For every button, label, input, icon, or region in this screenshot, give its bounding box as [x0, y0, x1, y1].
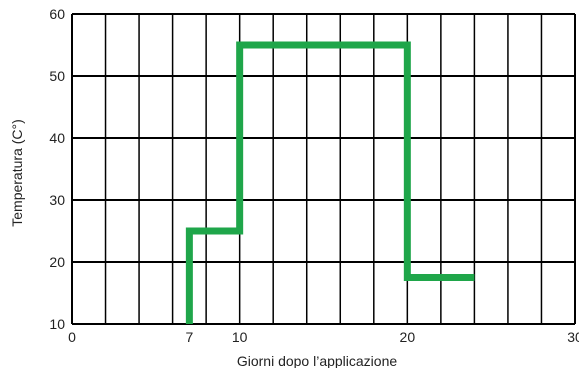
- y-tick-label: 30: [49, 192, 65, 208]
- x-tick-label: 7: [185, 329, 193, 345]
- x-tick-label: 30: [567, 329, 579, 345]
- x-axis-title: Giorni dopo l’applicazione: [237, 353, 398, 368]
- y-axis-title: Temperatura (C°): [9, 119, 25, 227]
- y-tick-label: 20: [49, 254, 65, 270]
- y-tick-label: 60: [49, 6, 65, 22]
- x-tick-label: 10: [232, 329, 248, 345]
- x-tick-label: 20: [400, 329, 416, 345]
- x-tick-label: 0: [68, 329, 76, 345]
- series-line: [185, 41, 475, 324]
- y-tick-label: 50: [49, 68, 65, 84]
- tick-labels: 0 7 10 20 30 10 20 30 40 50 60: [49, 6, 579, 345]
- y-tick-label: 10: [49, 316, 65, 332]
- grid: [71, 13, 576, 325]
- series-layer: [185, 41, 475, 324]
- y-tick-label: 40: [49, 130, 65, 146]
